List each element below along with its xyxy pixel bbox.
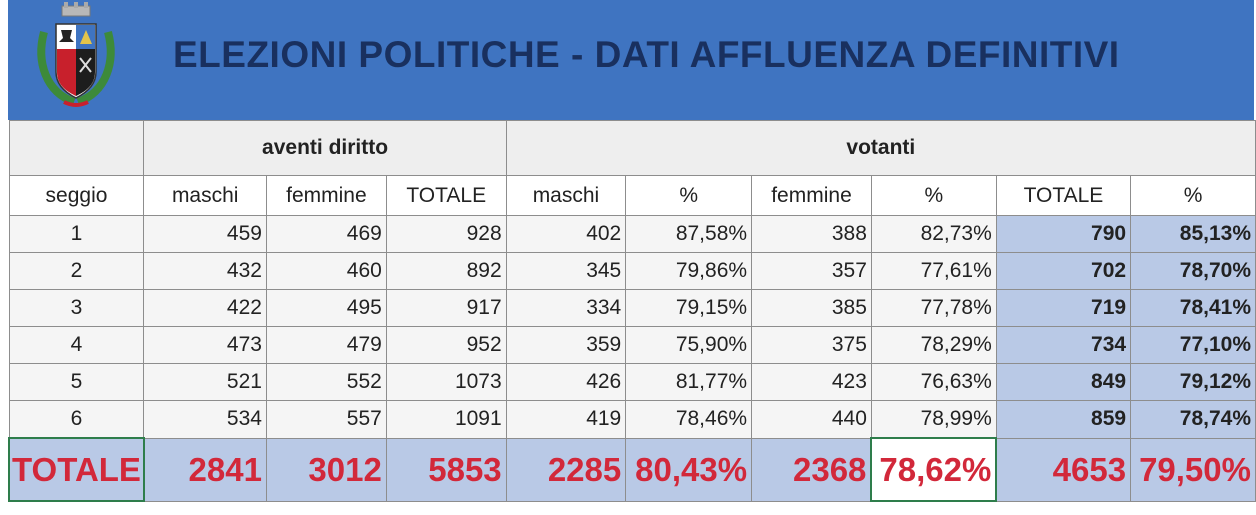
table-row: 2 432 460 892 345 79,86% 357 77,61% 702 78,70% bbox=[8, 252, 1256, 290]
table-cell: 928 bbox=[385, 215, 507, 253]
table-cell: 87,58% bbox=[625, 215, 753, 253]
table-cell: 719 bbox=[995, 289, 1132, 327]
table-cell: 495 bbox=[265, 289, 387, 327]
column-header: maschi bbox=[505, 175, 627, 216]
table-cell: 432 bbox=[143, 252, 267, 290]
table-cell: 357 bbox=[751, 252, 872, 290]
table-cell: 440 bbox=[751, 400, 872, 439]
table-cell: 78,41% bbox=[1130, 289, 1256, 327]
table-cell: 859 bbox=[995, 400, 1132, 439]
column-header-row: seggio maschi femmine TOTALE maschi % fe… bbox=[8, 175, 1256, 216]
table-cell: 78,74% bbox=[1130, 400, 1256, 439]
table-cell: 702 bbox=[995, 252, 1132, 290]
municipal-coat-of-arms-icon bbox=[37, 2, 115, 107]
table-cell: 345 bbox=[505, 252, 627, 290]
turnout-table: aventi diritto votanti seggio maschi fem… bbox=[8, 120, 1256, 502]
table-cell: 375 bbox=[751, 326, 872, 364]
table-row: 6 534 557 1091 419 78,46% 440 78,99% 859 78,74% bbox=[8, 400, 1256, 439]
column-header: femmine bbox=[751, 175, 872, 216]
table-cell: 82,73% bbox=[870, 215, 997, 253]
table-cell: 552 bbox=[265, 363, 387, 401]
table-cell: 534 bbox=[143, 400, 267, 439]
table-cell: 917 bbox=[385, 289, 507, 327]
table-cell: 892 bbox=[385, 252, 507, 290]
table-cell: 81,77% bbox=[625, 363, 753, 401]
table-cell: 79,86% bbox=[625, 252, 753, 290]
table-cell: 78,99% bbox=[870, 400, 997, 439]
table-cell: 402 bbox=[505, 215, 627, 253]
total-label: TOTALE bbox=[8, 437, 145, 502]
seggio-cell: 2 bbox=[8, 252, 145, 290]
table-row: 4 473 479 952 359 75,90% 375 78,29% 734 77,10% bbox=[8, 326, 1256, 364]
table-cell: 473 bbox=[143, 326, 267, 364]
column-header: seggio bbox=[8, 175, 145, 216]
table-cell: 79,15% bbox=[625, 289, 753, 327]
table-cell: 423 bbox=[751, 363, 872, 401]
table-cell: 849 bbox=[995, 363, 1132, 401]
total-cell: 2368 bbox=[751, 437, 872, 502]
column-header: TOTALE bbox=[385, 175, 507, 216]
table-cell: 385 bbox=[751, 289, 872, 327]
table-cell: 334 bbox=[505, 289, 627, 327]
column-header: TOTALE bbox=[995, 175, 1132, 216]
total-cell: 4653 bbox=[995, 437, 1132, 502]
group-header-aventi-diritto: aventi diritto bbox=[143, 120, 507, 176]
column-header: % bbox=[1130, 175, 1256, 216]
table-row: 3 422 495 917 334 79,15% 385 77,78% 719 78,41% bbox=[8, 289, 1256, 327]
table-cell: 78,29% bbox=[870, 326, 997, 364]
table-cell: 77,78% bbox=[870, 289, 997, 327]
table-cell: 521 bbox=[143, 363, 267, 401]
total-cell: 78,62% bbox=[870, 437, 998, 502]
page-title: ELEZIONI POLITICHE - DATI AFFLUENZA DEFI… bbox=[173, 34, 1120, 75]
table-cell: 734 bbox=[995, 326, 1132, 364]
table-cell: 78,46% bbox=[625, 400, 753, 439]
table-cell: 85,13% bbox=[1130, 215, 1256, 253]
table-cell: 79,12% bbox=[1130, 363, 1256, 401]
table-cell: 469 bbox=[265, 215, 387, 253]
table-cell: 75,90% bbox=[625, 326, 753, 364]
total-cell: 2285 bbox=[505, 437, 627, 502]
total-cell: 2841 bbox=[143, 437, 267, 502]
table-cell: 426 bbox=[505, 363, 627, 401]
seggio-cell: 5 bbox=[8, 363, 145, 401]
table-cell: 76,63% bbox=[870, 363, 997, 401]
group-header-empty bbox=[8, 120, 145, 176]
table-cell: 77,61% bbox=[870, 252, 997, 290]
column-header: % bbox=[870, 175, 997, 216]
table-cell: 388 bbox=[751, 215, 872, 253]
table-cell: 952 bbox=[385, 326, 507, 364]
group-header-votanti: votanti bbox=[505, 120, 1256, 176]
total-cell: 80,43% bbox=[625, 437, 753, 502]
seggio-cell: 1 bbox=[8, 215, 145, 253]
table-cell: 359 bbox=[505, 326, 627, 364]
table-cell: 459 bbox=[143, 215, 267, 253]
column-header: % bbox=[625, 175, 753, 216]
total-cell: 3012 bbox=[265, 437, 387, 502]
table-cell: 790 bbox=[995, 215, 1132, 253]
total-row: TOTALE 2841 3012 5853 2285 80,43% 2368 78,62% 46… bbox=[8, 437, 1256, 502]
total-cell: 5853 bbox=[385, 437, 507, 502]
table-cell: 557 bbox=[265, 400, 387, 439]
seggio-cell: 4 bbox=[8, 326, 145, 364]
table-cell: 422 bbox=[143, 289, 267, 327]
table-cell: 479 bbox=[265, 326, 387, 364]
total-cell: 79,50% bbox=[1130, 437, 1256, 502]
table-cell: 419 bbox=[505, 400, 627, 439]
table-cell: 1091 bbox=[385, 400, 507, 439]
seggio-cell: 3 bbox=[8, 289, 145, 327]
table-row: 1 459 469 928 402 87,58% 388 82,73% 790 85,13% bbox=[8, 215, 1256, 253]
column-header: maschi bbox=[143, 175, 267, 216]
table-cell: 77,10% bbox=[1130, 326, 1256, 364]
seggio-cell: 6 bbox=[8, 400, 145, 439]
header-banner: ELEZIONI POLITICHE - DATI AFFLUENZA DEFI… bbox=[8, 0, 1254, 120]
table-cell: 78,70% bbox=[1130, 252, 1256, 290]
table-cell: 1073 bbox=[385, 363, 507, 401]
table-row: 5 521 552 1073 426 81,77% 423 76,63% 849 79,12% bbox=[8, 363, 1256, 401]
column-header: femmine bbox=[265, 175, 387, 216]
table-cell: 460 bbox=[265, 252, 387, 290]
group-header-row: aventi diritto votanti bbox=[8, 120, 1256, 176]
